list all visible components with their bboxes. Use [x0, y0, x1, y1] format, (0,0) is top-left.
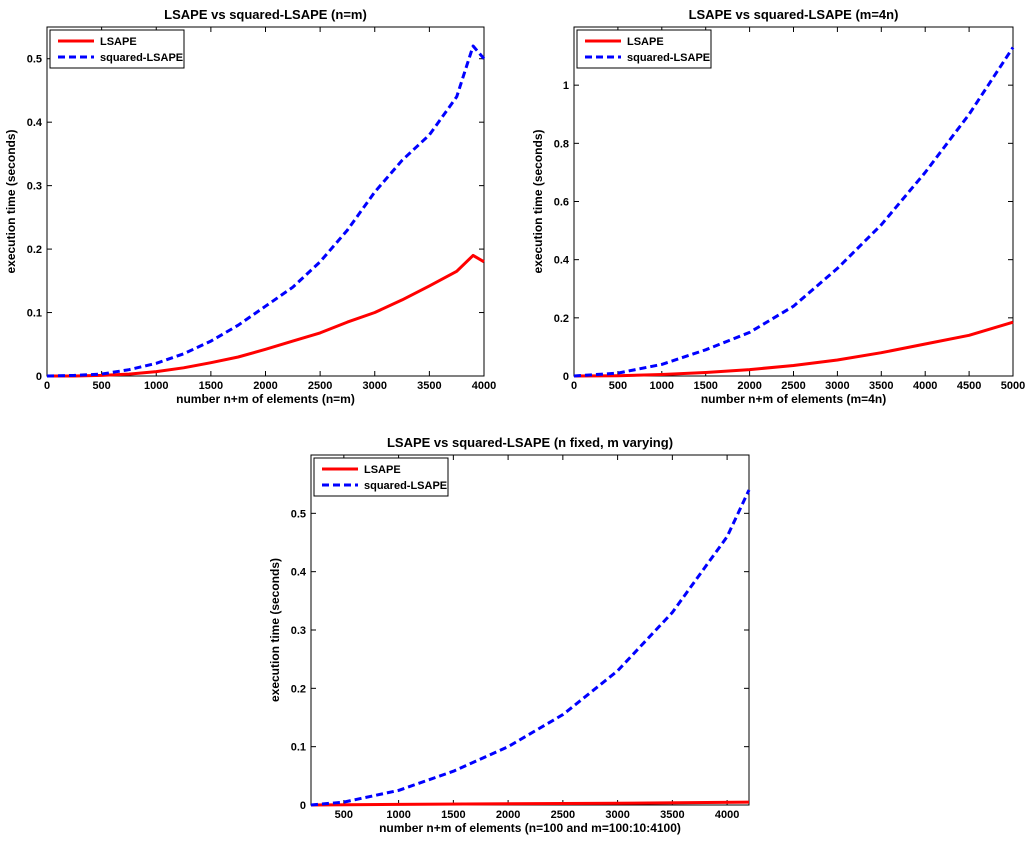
y-axis-label: execution time (seconds) — [4, 129, 18, 273]
legend-label: LSAPE — [627, 36, 664, 48]
x-axis-label: number n+m of elements (n=m) — [176, 392, 355, 406]
plot-area — [310, 454, 750, 806]
x-tick-label: 1000 — [144, 380, 168, 392]
y-tick-label: 0.5 — [291, 508, 306, 520]
y-tick-label: 0.8 — [554, 138, 569, 150]
x-tick-label: 3000 — [605, 809, 629, 821]
y-tick-label: 0.5 — [27, 54, 42, 66]
y-tick-label: 0 — [36, 371, 42, 383]
x-tick-label: 4000 — [715, 809, 739, 821]
legend-box — [576, 29, 712, 69]
x-tick-label: 1000 — [650, 380, 674, 392]
y-axis-label: execution time (seconds) — [531, 129, 545, 273]
y-tick-label: 0.2 — [554, 313, 569, 325]
legend-label: squared-LSAPE — [627, 52, 710, 64]
x-tick-label: 3000 — [825, 380, 849, 392]
x-tick-label: 5000 — [1001, 380, 1025, 392]
x-tick-label: 4000 — [472, 380, 496, 392]
y-tick-label: 0 — [300, 800, 306, 812]
y-tick-label: 0.4 — [291, 567, 307, 579]
series-line-squared-lsape — [46, 44, 486, 378]
x-tick-label: 3500 — [869, 380, 893, 392]
legend-label: LSAPE — [100, 36, 137, 48]
x-tick-label: 4000 — [913, 380, 937, 392]
x-tick-label: 3500 — [660, 809, 684, 821]
y-tick-label: 0.2 — [291, 683, 306, 695]
plot-area — [573, 26, 1014, 377]
series-line-lsape — [310, 800, 750, 807]
legend: LSAPE squared-LSAPE — [49, 29, 185, 69]
y-tick-label: 0.1 — [291, 742, 306, 754]
legend: LSAPE squared-LSAPE — [576, 29, 712, 69]
x-tick-label: 500 — [92, 380, 110, 392]
y-tick-label: 0.1 — [27, 308, 42, 320]
y-axis-label: execution time (seconds) — [268, 558, 282, 702]
x-tick-label: 4500 — [957, 380, 981, 392]
series-line-lsape — [573, 320, 1014, 378]
y-tick-label: 1 — [563, 80, 569, 92]
chart-1: LSAPE vs squared-LSAPE (n=m) number n+m o… — [4, 7, 496, 406]
x-axis-label: number n+m of elements (m=4n) — [701, 392, 886, 406]
x-tick-label: 2500 — [308, 380, 332, 392]
x-tick-label: 1500 — [199, 380, 223, 392]
x-tick-label: 3500 — [417, 380, 441, 392]
plot-area — [46, 26, 485, 377]
chart-3: LSAPE vs squared-LSAPE (n fixed, m varyi… — [268, 435, 751, 835]
chart-title: LSAPE vs squared-LSAPE (n=m) — [164, 7, 367, 22]
x-tick-label: 2500 — [781, 380, 805, 392]
legend-box — [313, 457, 449, 497]
legend-box — [49, 29, 185, 69]
x-tick-label: 3000 — [363, 380, 387, 392]
series-line-squared-lsape — [573, 46, 1015, 378]
x-tick-label: 1500 — [693, 380, 717, 392]
legend: LSAPE squared-LSAPE — [313, 457, 449, 497]
x-tick-label: 500 — [609, 380, 627, 392]
y-tick-label: 0.6 — [554, 197, 569, 209]
y-tick-label: 0.3 — [291, 625, 306, 637]
y-tick-label: 0.4 — [554, 255, 570, 267]
x-tick-label: 500 — [335, 809, 353, 821]
x-tick-label: 2000 — [496, 809, 520, 821]
x-tick-label: 0 — [44, 380, 50, 392]
y-tick-label: 0.4 — [27, 117, 43, 129]
x-tick-label: 0 — [571, 380, 577, 392]
y-tick-label: 0 — [563, 371, 569, 383]
x-tick-label: 2000 — [737, 380, 761, 392]
legend-label: squared-LSAPE — [100, 52, 183, 64]
x-tick-label: 1000 — [386, 809, 410, 821]
legend-label: squared-LSAPE — [364, 480, 447, 492]
chart-title: LSAPE vs squared-LSAPE (n fixed, m varyi… — [387, 435, 673, 450]
chart-2: LSAPE vs squared-LSAPE (m=4n) number n+m … — [531, 7, 1025, 406]
y-tick-label: 0.3 — [27, 181, 42, 193]
x-tick-label: 1500 — [441, 809, 465, 821]
x-tick-label: 2500 — [551, 809, 575, 821]
series-line-squared-lsape — [310, 489, 751, 807]
y-tick-label: 0.2 — [27, 244, 42, 256]
series-line-lsape — [47, 253, 485, 378]
x-axis-label: number n+m of elements (n=100 and m=100:… — [379, 821, 681, 835]
legend-label: LSAPE — [364, 464, 401, 476]
x-tick-label: 2000 — [253, 380, 277, 392]
chart-title: LSAPE vs squared-LSAPE (m=4n) — [689, 7, 899, 22]
